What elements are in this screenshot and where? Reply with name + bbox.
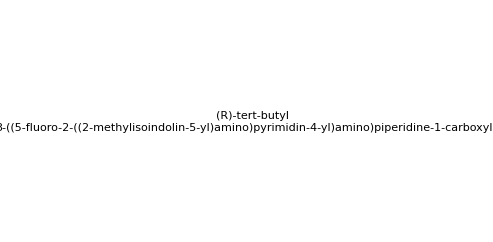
Text: (R)-tert-butyl 3-((5-fluoro-2-((2-methylisoindolin-5-yl)amino)pyrimidin-4-yl)ami: (R)-tert-butyl 3-((5-fluoro-2-((2-methyl… (0, 111, 493, 133)
